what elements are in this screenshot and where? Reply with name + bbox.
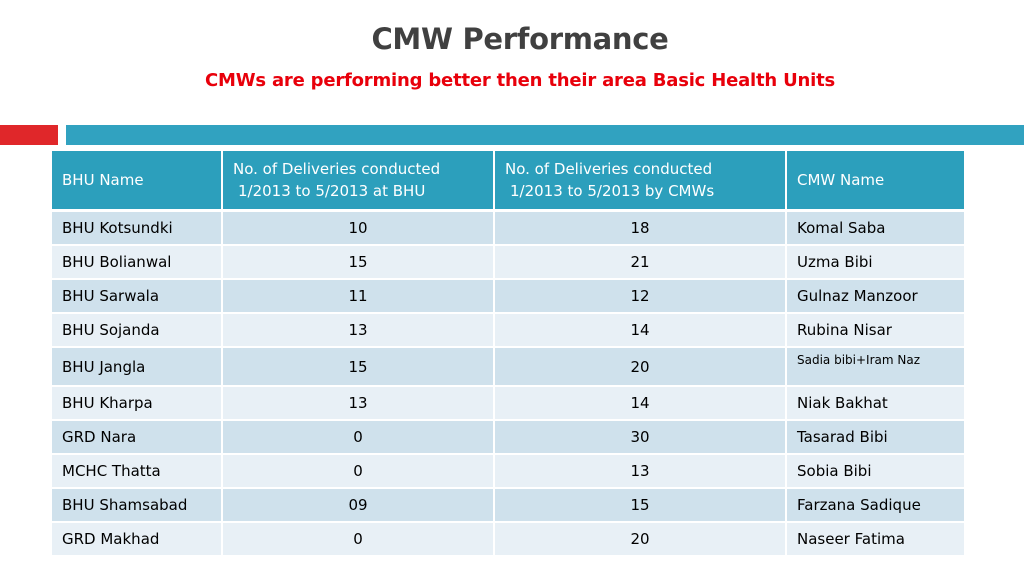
cell-deliveries-by-cmw: 12 <box>494 279 787 314</box>
cell-cmw-name: Gulnaz Manzoor <box>786 279 964 314</box>
cell-cmw-name: Komal Saba <box>786 210 964 246</box>
cell-bhu-name: BHU Kotsundki <box>52 210 223 246</box>
cell-deliveries-at-bhu: 13 <box>222 386 495 421</box>
cell-cmw-name: Uzma Bibi <box>786 245 964 280</box>
header-deliveries-at-bhu-line1: No. of Deliveries conducted <box>233 160 441 178</box>
header-bhu-name: BHU Name <box>52 151 223 212</box>
cell-bhu-name: GRD Nara <box>52 420 223 455</box>
cell-deliveries-at-bhu: 10 <box>222 210 495 246</box>
header-cmw-name: CMW Name <box>786 151 964 212</box>
header-deliveries-by-cmw-line2: 1/2013 to 5/2013 by CMWs <box>510 182 715 200</box>
cell-deliveries-at-bhu: 0 <box>222 420 495 455</box>
header-deliveries-at-bhu-line2: 1/2013 to 5/2013 at BHU <box>238 182 426 200</box>
table-header-row: BHU Name No. of Deliveries conducted 1/2… <box>52 151 964 212</box>
header-deliveries-by-cmw-line1: No. of Deliveries conducted <box>505 160 713 178</box>
cell-deliveries-at-bhu: 15 <box>222 347 495 387</box>
cell-bhu-name: BHU Kharpa <box>52 386 223 421</box>
cell-bhu-name: BHU Sojanda <box>52 313 223 348</box>
cell-deliveries-by-cmw: 30 <box>494 420 787 455</box>
cell-bhu-name: BHU Sarwala <box>52 279 223 314</box>
cell-deliveries-at-bhu: 0 <box>222 522 495 557</box>
cell-bhu-name: BHU Shamsabad <box>52 488 223 523</box>
cell-cmw-name: Sadia bibi+Iram Naz <box>786 347 964 387</box>
cell-deliveries-at-bhu: 0 <box>222 454 495 489</box>
table-row: GRD Makhad 0 20 Naseer Fatima <box>52 522 964 557</box>
page-title: CMW Performance <box>371 22 669 56</box>
cell-bhu-name: GRD Makhad <box>52 522 223 557</box>
cell-deliveries-at-bhu: 09 <box>222 488 495 523</box>
cell-deliveries-by-cmw: 13 <box>494 454 787 489</box>
performance-table: BHU Name No. of Deliveries conducted 1/2… <box>52 151 964 557</box>
cell-deliveries-by-cmw: 21 <box>494 245 787 280</box>
header-deliveries-at-bhu: No. of Deliveries conducted 1/2013 to 5/… <box>222 151 495 212</box>
cell-cmw-name: Niak Bakhat <box>786 386 964 421</box>
table-row: BHU Kotsundki 10 18 Komal Saba <box>52 210 964 246</box>
cell-bhu-name: MCHC Thatta <box>52 454 223 489</box>
cell-cmw-name: Rubina Nisar <box>786 313 964 348</box>
cell-bhu-name: BHU Bolianwal <box>52 245 223 280</box>
cell-deliveries-by-cmw: 20 <box>494 522 787 557</box>
header-deliveries-by-cmw: No. of Deliveries conducted 1/2013 to 5/… <box>494 151 787 212</box>
cell-deliveries-at-bhu: 13 <box>222 313 495 348</box>
table-row: BHU Bolianwal 15 21 Uzma Bibi <box>52 245 964 280</box>
cell-deliveries-at-bhu: 15 <box>222 245 495 280</box>
table-row: BHU Shamsabad 09 15 Farzana Sadique <box>52 488 964 523</box>
accent-bar-blue <box>66 125 1024 145</box>
cell-deliveries-by-cmw: 14 <box>494 313 787 348</box>
table-row: MCHC Thatta 0 13 Sobia Bibi <box>52 454 964 489</box>
cell-cmw-name: Sobia Bibi <box>786 454 964 489</box>
cell-deliveries-by-cmw: 15 <box>494 488 787 523</box>
cell-cmw-name: Naseer Fatima <box>786 522 964 557</box>
table-row: GRD Nara 0 30 Tasarad Bibi <box>52 420 964 455</box>
cell-cmw-name: Tasarad Bibi <box>786 420 964 455</box>
cell-deliveries-at-bhu: 11 <box>222 279 495 314</box>
accent-bar-red <box>0 125 58 145</box>
cell-deliveries-by-cmw: 14 <box>494 386 787 421</box>
cell-deliveries-by-cmw: 20 <box>494 347 787 387</box>
table-row: BHU Sojanda 13 14 Rubina Nisar <box>52 313 964 348</box>
table-row: BHU Kharpa 13 14 Niak Bakhat <box>52 386 964 421</box>
page-subtitle: CMWs are performing better then their ar… <box>204 70 836 91</box>
table-row: BHU Sarwala 11 12 Gulnaz Manzoor <box>52 279 964 314</box>
cell-deliveries-by-cmw: 18 <box>494 210 787 246</box>
cell-cmw-name: Farzana Sadique <box>786 488 964 523</box>
cell-bhu-name: BHU Jangla <box>52 347 223 387</box>
table-row: BHU Jangla 15 20 Sadia bibi+Iram Naz <box>52 347 964 387</box>
